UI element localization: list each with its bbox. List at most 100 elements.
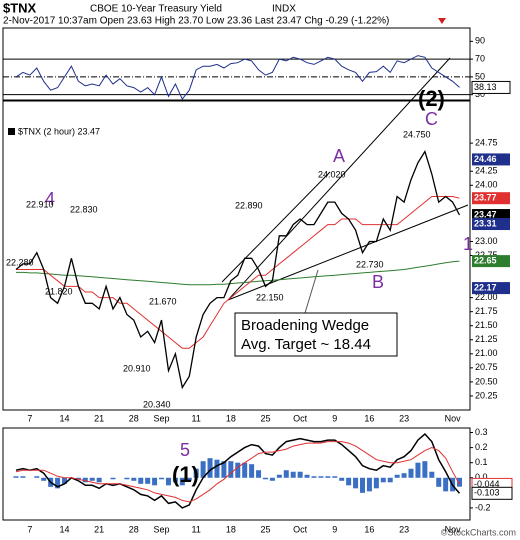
series-line (16, 196, 460, 349)
histogram-bar (96, 477, 102, 483)
histogram-bar (332, 476, 338, 478)
histogram-bar (221, 461, 227, 478)
y-tick-label: 20.75 (475, 362, 498, 372)
histogram-bar (256, 470, 262, 478)
histogram-bar (360, 477, 365, 493)
histogram-bar (20, 476, 26, 478)
y-tick-label: 21.50 (475, 320, 498, 330)
histogram-bar (179, 477, 185, 486)
histogram-bar (346, 477, 352, 486)
macd-panel (2, 427, 471, 521)
annotation: 22.150 (256, 292, 284, 302)
series-line (15, 150, 461, 390)
annotation: 20.910 (123, 363, 151, 373)
histogram-bar (200, 461, 206, 478)
security-name: CBOE 10-Year Treasury Yield (90, 4, 222, 15)
y-tick-label: 0.1 (475, 457, 488, 467)
histogram-bar (436, 477, 442, 487)
x-tick-label: 7 (27, 413, 32, 423)
note-text: Broadening Wedge (241, 317, 369, 334)
histogram-bar (283, 470, 289, 478)
x-tick-label: 7 (27, 524, 32, 534)
annotation: 22.910 (26, 199, 54, 209)
annotation: 24.020 (318, 169, 346, 179)
histogram-bar (62, 477, 68, 484)
x-tick-label: 18 (226, 413, 236, 423)
annotation: 20.340 (143, 399, 171, 409)
x-tick-label: 25 (260, 413, 270, 423)
histogram-bar (124, 477, 130, 480)
annotation: 22.830 (70, 204, 98, 214)
histogram-bar (138, 477, 144, 484)
histogram-bar (429, 471, 435, 478)
histogram-bar (269, 477, 275, 481)
quote: 2-Nov-2017 10:37am Open 23.63 High 23.70… (3, 16, 389, 27)
histogram-bar (172, 477, 178, 483)
channel-line (221, 171, 331, 283)
price-label: 22.65 (474, 255, 497, 265)
histogram-bar (304, 474, 310, 478)
last-value-box (471, 80, 511, 94)
annotation: B (372, 272, 384, 292)
annotation: 22.730 (356, 259, 384, 269)
histogram-bar (443, 477, 449, 492)
macd-line (15, 441, 460, 503)
rsi-line (15, 55, 460, 101)
x-tick-label: 14 (60, 524, 70, 534)
rsi-panel (2, 27, 471, 101)
histogram-bar (422, 461, 428, 478)
annotation: 21.670 (149, 296, 177, 306)
histogram-bar (353, 477, 359, 489)
series-line (16, 260, 460, 286)
annotation: 5 (180, 440, 190, 460)
symbol: $TNX (3, 0, 37, 15)
x-tick-label: 21 (94, 413, 104, 423)
annotation: A (333, 146, 345, 166)
histogram-bar (387, 477, 393, 483)
histogram-bar (110, 477, 116, 480)
price-label: 23.77 (474, 193, 497, 203)
y-tick-label: 0.0 (475, 472, 488, 482)
histogram-bar (394, 474, 400, 478)
annotation: 24.750 (403, 129, 431, 139)
note-text: Avg. Target ~ 18.44 (241, 336, 371, 353)
x-tick-label: 23 (399, 413, 409, 423)
histogram-bar (325, 476, 331, 478)
histogram-bar (415, 462, 421, 478)
note-box (234, 312, 398, 357)
histogram-bar (186, 477, 192, 481)
price-label: 23.31 (474, 218, 497, 228)
y-tick-label: 0.3 (475, 427, 488, 437)
y-tick-label: 24.75 (475, 138, 498, 148)
histogram-bar (131, 477, 137, 481)
x-tick-label: Oct (293, 413, 308, 423)
x-tick-label: Sep (154, 524, 170, 534)
histogram-bar (318, 476, 324, 478)
price-label: 23.47 (474, 209, 497, 219)
histogram-bar (242, 462, 248, 478)
histogram-bar (228, 461, 234, 478)
x-tick-label: 18 (226, 524, 236, 534)
price-label-box (472, 218, 510, 231)
x-tick-label: 25 (260, 524, 270, 534)
y-tick-label: 22.75 (475, 250, 498, 260)
annotation: C (425, 109, 438, 129)
histogram-bar (401, 473, 407, 478)
price-label: 24.46 (474, 154, 497, 164)
histogram-bar (34, 476, 40, 478)
histogram-bar (82, 477, 88, 483)
x-tick-label: 11 (192, 413, 201, 423)
annotation: 22.890 (235, 200, 263, 210)
price-label-box (472, 282, 510, 295)
watermark: ©StockCharts.com (441, 527, 516, 537)
price-label-box (472, 153, 510, 166)
x-tick-label: Oct (293, 524, 308, 534)
x-tick-label: 16 (364, 524, 374, 534)
x-tick-label: 16 (364, 413, 374, 423)
down-arrow (438, 18, 446, 24)
histogram-bar (373, 477, 379, 489)
y-tick-label: 22.00 (475, 292, 498, 302)
histogram-bar (297, 471, 303, 478)
